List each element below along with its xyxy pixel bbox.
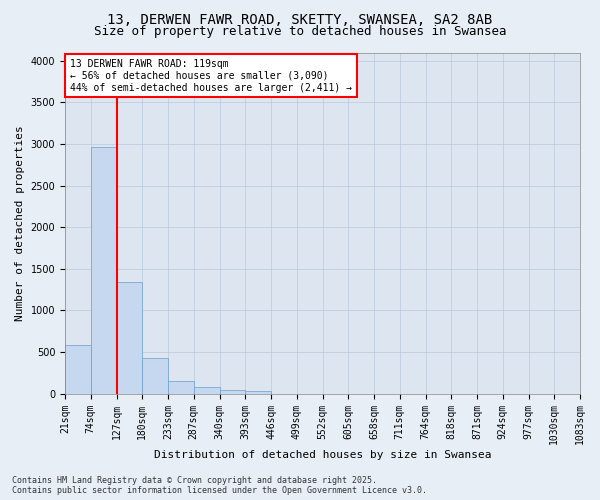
Y-axis label: Number of detached properties: Number of detached properties <box>15 125 25 321</box>
Text: 13 DERWEN FAWR ROAD: 119sqm
← 56% of detached houses are smaller (3,090)
44% of : 13 DERWEN FAWR ROAD: 119sqm ← 56% of det… <box>70 60 352 92</box>
Bar <box>65 346 91 394</box>
X-axis label: Distribution of detached houses by size in Swansea: Distribution of detached houses by size … <box>154 450 491 460</box>
Text: Size of property relative to detached houses in Swansea: Size of property relative to detached ho… <box>94 25 506 38</box>
Bar <box>168 380 194 394</box>
Text: Contains HM Land Registry data © Crown copyright and database right 2025.
Contai: Contains HM Land Registry data © Crown c… <box>12 476 427 495</box>
Bar <box>220 390 245 394</box>
Bar <box>245 391 271 394</box>
Bar <box>142 358 168 394</box>
Bar <box>194 388 220 394</box>
Bar <box>91 146 116 394</box>
Text: 13, DERWEN FAWR ROAD, SKETTY, SWANSEA, SA2 8AB: 13, DERWEN FAWR ROAD, SKETTY, SWANSEA, S… <box>107 12 493 26</box>
Bar <box>116 282 142 394</box>
